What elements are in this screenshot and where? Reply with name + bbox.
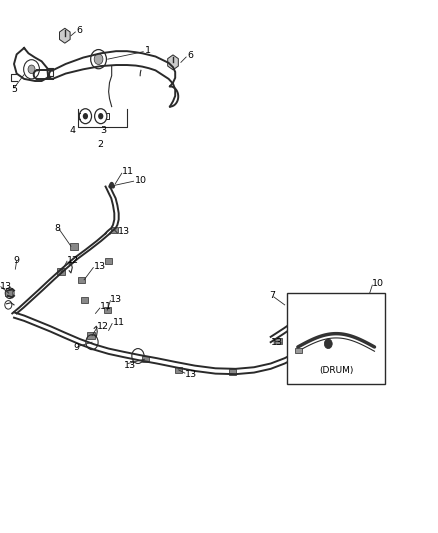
- Bar: [81, 296, 88, 303]
- Circle shape: [94, 54, 103, 64]
- Bar: [105, 258, 112, 264]
- Bar: [70, 243, 78, 249]
- Circle shape: [28, 65, 35, 74]
- Circle shape: [83, 113, 88, 119]
- Text: 1: 1: [145, 46, 151, 55]
- Bar: [142, 356, 149, 362]
- Circle shape: [24, 60, 39, 79]
- Text: 3: 3: [100, 126, 106, 134]
- Text: 9: 9: [74, 343, 80, 352]
- Text: 6: 6: [187, 52, 194, 60]
- Bar: [275, 338, 282, 344]
- Text: 13: 13: [124, 361, 136, 369]
- Text: 5: 5: [11, 85, 17, 94]
- Text: 13: 13: [94, 262, 106, 271]
- Text: 8: 8: [55, 224, 61, 232]
- Bar: [111, 227, 118, 233]
- Bar: [5, 290, 12, 296]
- Bar: [287, 293, 385, 384]
- Text: 11: 11: [100, 302, 112, 311]
- Text: 10: 10: [135, 176, 147, 184]
- Text: 13: 13: [110, 295, 123, 304]
- Text: 7: 7: [269, 292, 276, 300]
- Text: 13: 13: [271, 338, 283, 346]
- Text: 9: 9: [13, 256, 19, 264]
- Text: (DRUM): (DRUM): [319, 366, 353, 375]
- Text: 13: 13: [185, 370, 197, 378]
- Bar: [104, 307, 111, 313]
- Text: 13: 13: [118, 228, 131, 236]
- Text: 2: 2: [97, 141, 103, 149]
- Text: 13: 13: [0, 282, 12, 291]
- Circle shape: [98, 113, 103, 119]
- Text: 10: 10: [371, 279, 383, 288]
- Text: 11: 11: [122, 167, 134, 176]
- Bar: [229, 369, 236, 375]
- Bar: [57, 269, 65, 275]
- Text: 14: 14: [315, 308, 327, 316]
- Text: 12: 12: [67, 256, 79, 264]
- Bar: [295, 348, 302, 353]
- Text: 6: 6: [77, 27, 83, 35]
- Circle shape: [324, 339, 332, 349]
- Text: 4: 4: [69, 126, 75, 134]
- Text: 12: 12: [97, 322, 109, 330]
- Bar: [87, 333, 95, 339]
- Bar: [78, 277, 85, 283]
- Text: 11: 11: [113, 318, 125, 327]
- Bar: [175, 367, 182, 373]
